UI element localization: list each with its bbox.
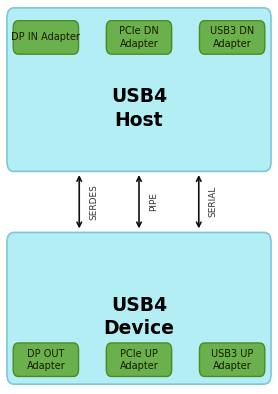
FancyBboxPatch shape xyxy=(200,343,265,377)
FancyBboxPatch shape xyxy=(13,21,79,54)
FancyBboxPatch shape xyxy=(13,343,79,377)
Text: USB4
Device: USB4 Device xyxy=(103,296,175,338)
Text: SERIAL: SERIAL xyxy=(208,186,217,217)
Text: PIPE: PIPE xyxy=(149,192,158,211)
FancyBboxPatch shape xyxy=(7,8,271,171)
Text: USB4
Host: USB4 Host xyxy=(111,87,167,130)
Text: USB3 DN
Adapter: USB3 DN Adapter xyxy=(210,26,254,48)
FancyBboxPatch shape xyxy=(7,232,271,384)
Text: USB3 UP
Adapter: USB3 UP Adapter xyxy=(211,349,253,371)
FancyBboxPatch shape xyxy=(106,343,172,377)
Text: DP OUT
Adapter: DP OUT Adapter xyxy=(26,349,65,371)
Text: DP IN Adapter: DP IN Adapter xyxy=(11,32,80,43)
Text: SERDES: SERDES xyxy=(89,184,98,220)
Text: PCIe UP
Adapter: PCIe UP Adapter xyxy=(120,349,158,371)
FancyBboxPatch shape xyxy=(106,21,172,54)
Text: PCIe DN
Adapter: PCIe DN Adapter xyxy=(119,26,159,48)
FancyBboxPatch shape xyxy=(200,21,265,54)
